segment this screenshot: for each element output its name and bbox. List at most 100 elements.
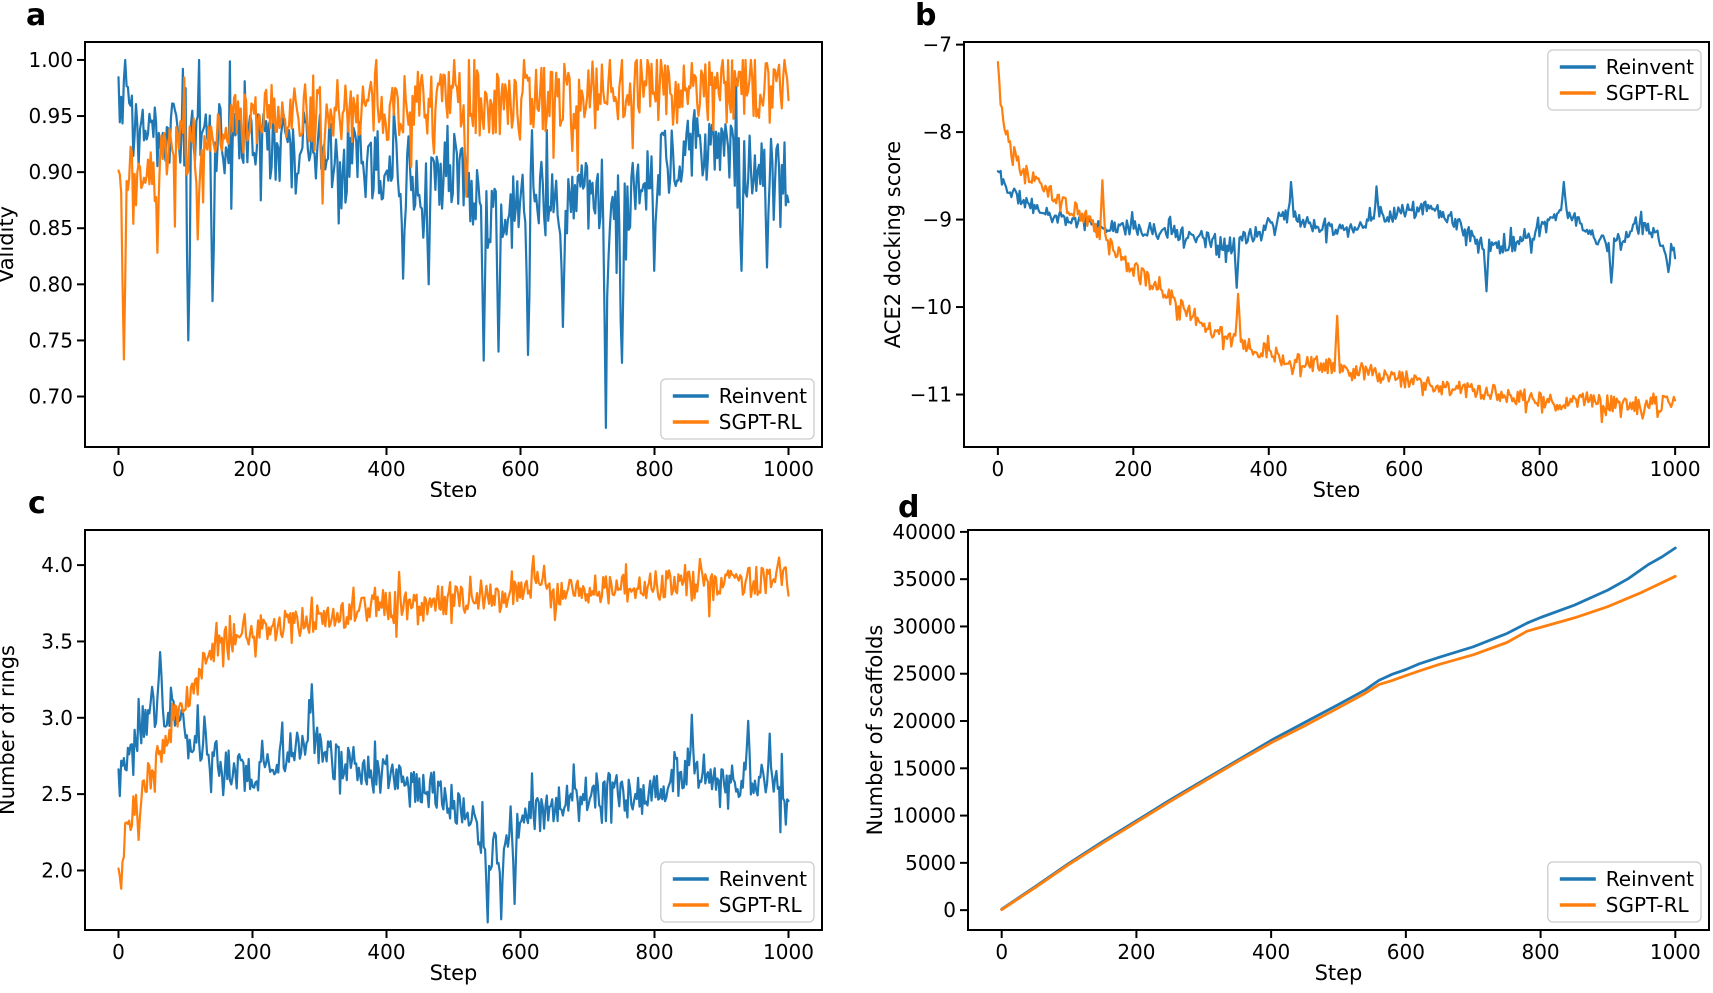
legend-box — [1547, 49, 1702, 111]
x-axis-label: Step — [1313, 478, 1361, 497]
x-tick-label: 600 — [1385, 457, 1423, 481]
plot-series — [117, 58, 790, 429]
x-tick-label: 800 — [1521, 940, 1559, 964]
x-axis-label: Step — [430, 961, 478, 985]
x-tick-label: 200 — [233, 940, 271, 964]
y-axis-label: Number of rings — [0, 645, 19, 815]
legend-entry-label: SGPT-RL — [1606, 893, 1690, 917]
series-line-reinvent — [1000, 546, 1677, 911]
y-tick-label: 0 — [943, 898, 956, 922]
x-tick-label: 0 — [112, 457, 125, 481]
y-tick-label: 0.75 — [28, 328, 73, 352]
y-tick-label: 0.80 — [28, 272, 73, 296]
y-tick-label: 2.5 — [41, 782, 73, 806]
axes-spines — [967, 529, 1710, 931]
y-tick-label: 3.0 — [41, 706, 73, 730]
x-axis: 0 200 400 600 800 1000 — [991, 447, 1701, 481]
x-tick-label: 600 — [1387, 940, 1425, 964]
legend-box — [660, 861, 815, 923]
x-tick-label: 1000 — [763, 457, 814, 481]
x-tick-label: 0 — [995, 940, 1008, 964]
legend-entry-label: Reinvent — [719, 384, 807, 408]
y-axis-label: Number of scaffolds — [863, 625, 887, 836]
x-tick-label: 400 — [367, 457, 405, 481]
legend-entry-label: SGPT-RL — [1606, 81, 1690, 105]
x-tick-label: 200 — [233, 457, 271, 481]
plot-series — [1000, 546, 1677, 912]
panel-label-b: b — [915, 0, 937, 33]
panel-label-d: d — [898, 490, 920, 525]
chart-panel-b: 0 200 400 600 800 1000 −7 −8 −9 −10 −11 Step ACE2 do… — [881, 33, 1710, 497]
y-tick-label: 10000 — [892, 804, 956, 828]
y-tick-label: 30000 — [892, 614, 956, 638]
y-tick-label: −8 — [923, 120, 952, 144]
x-tick-label: 1000 — [1650, 457, 1701, 481]
plot-series — [996, 60, 1677, 424]
y-tick-label: 5000 — [905, 851, 956, 875]
y-tick-label: 35000 — [892, 567, 956, 591]
x-tick-label: 400 — [1252, 940, 1290, 964]
legend-entry-label: SGPT-RL — [719, 893, 803, 917]
y-tick-label: 15000 — [892, 756, 956, 780]
y-tick-label: 0.95 — [28, 104, 73, 128]
chart-panel-d: 0 200 400 600 800 100005000100001500020000250… — [863, 520, 1710, 985]
series-line-reinvent — [117, 58, 790, 429]
y-tick-label: 0.85 — [28, 216, 73, 240]
y-tick-label: 0.90 — [28, 160, 73, 184]
y-tick-label: 1.00 — [28, 48, 73, 72]
series-line-sgpt-rl — [117, 554, 790, 890]
y-tick-label: 2.0 — [41, 858, 73, 882]
axes-spines — [84, 529, 823, 931]
x-tick-label: 800 — [635, 940, 673, 964]
y-tick-label: 20000 — [892, 709, 956, 733]
chart-panel-a: 0 200 400 600 800 1000 0.70 0.75 0.80 0.85 0.90 0.9… — [0, 41, 823, 497]
x-tick-label: 400 — [1250, 457, 1288, 481]
y-tick-label: 4.0 — [41, 553, 73, 577]
axes-spines — [963, 41, 1710, 448]
x-tick-label: 600 — [501, 457, 539, 481]
legend-entry-label: Reinvent — [1606, 867, 1694, 891]
plot-series — [117, 554, 790, 924]
y-axis-label: ACE2 docking score — [881, 141, 905, 348]
y-tick-label: 0.70 — [28, 385, 73, 409]
y-axis: 0 5000 10000 15000 20000 25000 30000 35000 40000 — [892, 520, 968, 922]
y-axis-label: Validity — [0, 206, 18, 283]
legend-box — [660, 378, 815, 440]
y-axis: −7 −8 −9 −10 −11 — [910, 33, 964, 407]
axes-spines — [84, 41, 823, 448]
y-tick-label: 25000 — [892, 662, 956, 686]
series-line-sgpt-rl — [117, 58, 790, 361]
x-tick-label: 400 — [367, 940, 405, 964]
x-tick-label: 200 — [1114, 457, 1152, 481]
y-tick-label: −7 — [923, 33, 952, 57]
y-tick-label: 40000 — [892, 520, 956, 544]
y-tick-label: 3.5 — [41, 629, 73, 653]
x-tick-label: 0 — [112, 940, 125, 964]
legend-entry-label: Reinvent — [719, 867, 807, 891]
series-line-reinvent — [117, 651, 790, 924]
series-line-sgpt-rl — [996, 60, 1677, 424]
chart-panel-c: 0 200 400 600 800 1000 2.0 2.5 3.0 3.5 4.0 Step Numb… — [0, 529, 823, 985]
y-axis: 0.70 0.75 0.80 0.85 0.90 0.95 1.00 — [28, 48, 85, 409]
x-tick-label: 1000 — [1650, 940, 1701, 964]
legend-entry-label: SGPT-RL — [719, 410, 803, 434]
x-tick-label: 800 — [1521, 457, 1559, 481]
x-axis: 0 200 400 600 800 1000 — [112, 930, 814, 964]
legend-entry-label: Reinvent — [1606, 55, 1694, 79]
x-tick-label: 0 — [991, 457, 1004, 481]
series-line-sgpt-rl — [1000, 574, 1677, 912]
x-axis: 0 200 400 600 800 1000 — [995, 930, 1701, 964]
x-tick-label: 600 — [501, 940, 539, 964]
x-axis-label: Step — [1315, 961, 1363, 985]
y-tick-label: −11 — [910, 383, 952, 407]
x-axis-label: Step — [430, 478, 478, 497]
y-tick-label: −9 — [923, 208, 952, 232]
x-axis: 0 200 400 600 800 1000 — [112, 447, 814, 481]
series-line-reinvent — [996, 169, 1677, 293]
x-tick-label: 200 — [1117, 940, 1155, 964]
